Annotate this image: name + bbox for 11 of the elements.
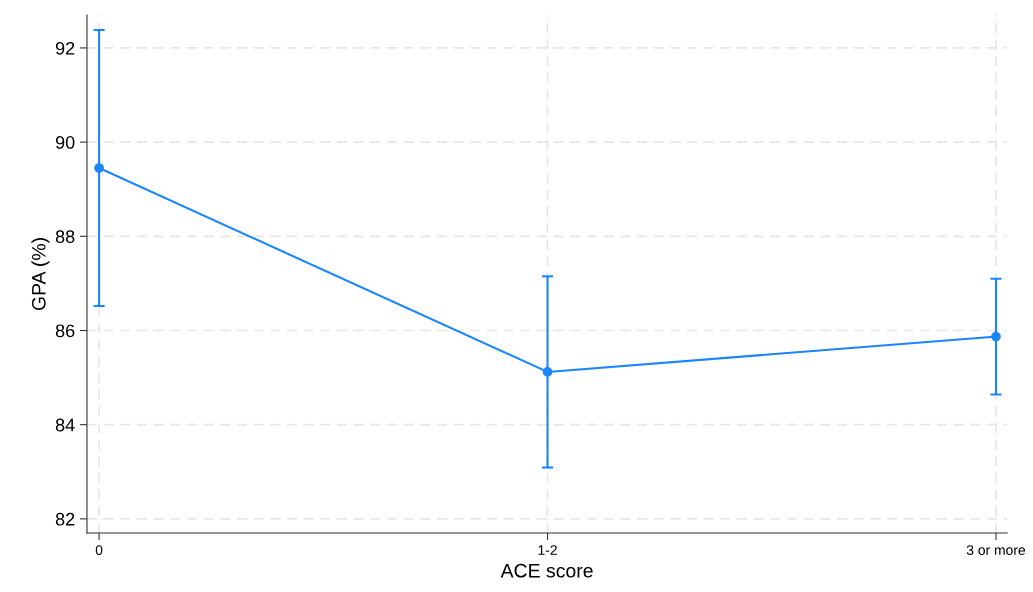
y-tick-label: 92 [55,41,75,55]
x-axis-title: ACE score [500,563,593,578]
y-tick-label: 82 [55,512,75,526]
y-axis-title: GPA (%) [31,238,50,311]
x-tick-label: 1-2 [538,545,557,555]
y-tick-label: 84 [55,418,75,432]
x-tick-label: 3 or more [966,545,1026,555]
y-tick-label: 90 [55,136,75,149]
x-tick-label: 0 [95,545,103,555]
y-tick-label: 86 [55,324,75,338]
y-tick-label: 88 [55,230,75,244]
